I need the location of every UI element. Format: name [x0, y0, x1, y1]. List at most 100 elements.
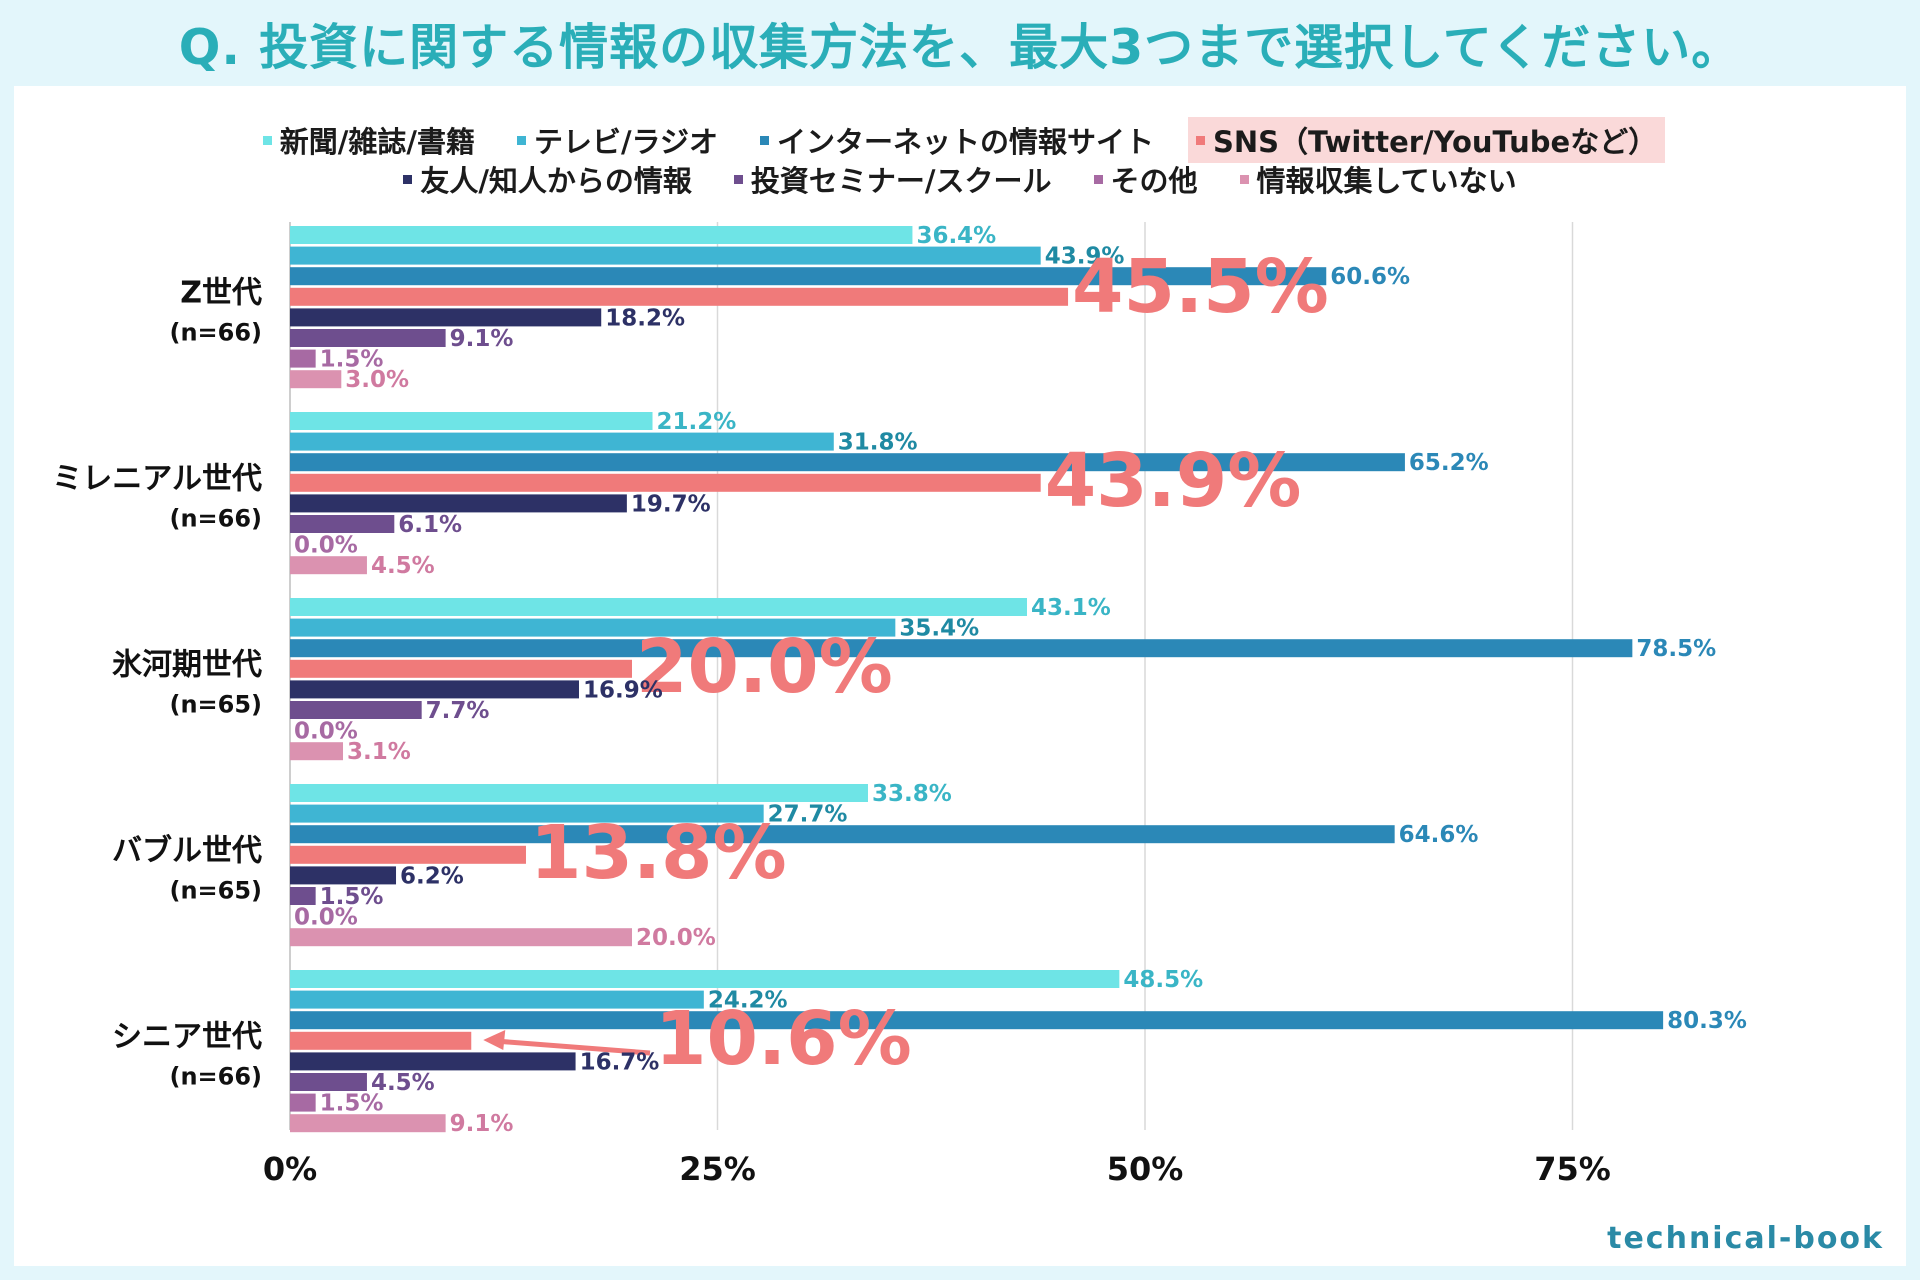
- value-label: 24.2%: [708, 988, 788, 1014]
- legend-label: 情報収集していない: [1256, 164, 1517, 198]
- value-label: 16.7%: [580, 1049, 660, 1075]
- category-label: シニア世代: [112, 1019, 262, 1054]
- bar-1: [290, 618, 896, 637]
- value-label: 1.5%: [320, 347, 384, 373]
- category-label: ミレニアル世代: [52, 461, 262, 496]
- bar-0: [290, 970, 1120, 988]
- legend-swatch: [1239, 174, 1249, 184]
- value-label: 6.1%: [398, 512, 462, 538]
- legend-swatch: [1195, 135, 1205, 145]
- legend-swatch: [262, 135, 272, 145]
- bar-7: [290, 928, 632, 947]
- legend-swatch: [1093, 174, 1103, 184]
- technical-book-logo: technical-book: [1607, 1221, 1884, 1256]
- value-label: 36.4%: [916, 223, 996, 249]
- bar-7: [290, 742, 344, 761]
- legend-label: その他: [1110, 164, 1198, 198]
- value-label: 18.2%: [605, 305, 685, 331]
- sns-big-label: 13.8%: [530, 810, 787, 896]
- value-label: 16.9%: [583, 677, 663, 703]
- x-tick-label: 75%: [1534, 1150, 1611, 1188]
- legend-item-5: 投資セミナー/スクール: [726, 156, 1060, 202]
- legend-swatch: [516, 135, 526, 145]
- legend-item-3: SNS（Twitter/YouTubeなど）: [1187, 117, 1666, 163]
- legend-item-1: テレビ/ラジオ: [509, 117, 726, 163]
- category-n-label: (n=65): [169, 876, 262, 904]
- value-label: 31.8%: [838, 430, 918, 456]
- value-label: 9.1%: [450, 1111, 514, 1137]
- sns-big-label: 20.0%: [636, 624, 893, 710]
- value-label: 48.5%: [1123, 967, 1203, 993]
- sns-big-label: 10.6%: [655, 996, 912, 1082]
- legend-item-2: インターネットの情報サイト: [752, 117, 1162, 163]
- category-label: 氷河期世代: [112, 647, 262, 682]
- value-label: 21.2%: [657, 409, 737, 435]
- x-tick-label: 0%: [263, 1150, 317, 1188]
- value-label: 3.1%: [347, 739, 411, 765]
- value-label: 3.0%: [345, 367, 409, 393]
- value-label: 19.7%: [631, 491, 711, 517]
- value-label: 6.2%: [400, 863, 464, 889]
- bar-6: [290, 1093, 316, 1112]
- value-label: 4.5%: [371, 553, 435, 579]
- value-label: 35.4%: [899, 616, 979, 642]
- sns-big-label: 43.9%: [1045, 438, 1302, 524]
- bar-5: [290, 329, 446, 347]
- bar-2: [290, 825, 1395, 844]
- bar-1: [290, 432, 834, 451]
- value-label: 80.3%: [1667, 1008, 1747, 1034]
- value-label: 1.5%: [320, 884, 384, 910]
- bar-3: [290, 287, 1069, 306]
- bar-7: [290, 556, 367, 575]
- bar-2: [290, 267, 1327, 286]
- bar-1: [290, 990, 704, 1009]
- bar-6: [290, 349, 316, 368]
- bar-4: [290, 308, 602, 327]
- legend-label: SNS（Twitter/YouTubeなど）: [1212, 125, 1658, 159]
- legend-label: テレビ/ラジオ: [533, 125, 718, 159]
- value-label: 9.1%: [450, 326, 514, 352]
- bar-5: [290, 701, 422, 719]
- bar-0: [290, 412, 653, 430]
- value-label: 43.1%: [1031, 595, 1111, 621]
- legend-row-2: 友人/知人からの情報 投資セミナー/スクール その他 情報収集していない: [0, 156, 1920, 202]
- bar-2: [290, 639, 1633, 658]
- value-label: 4.5%: [371, 1070, 435, 1096]
- x-tick-label: 50%: [1107, 1150, 1184, 1188]
- legend-item-7: 情報収集していない: [1232, 156, 1525, 202]
- legend-label: インターネットの情報サイト: [776, 125, 1154, 159]
- sns-big-label: 45.5%: [1072, 244, 1329, 330]
- bar-7: [290, 1114, 446, 1133]
- x-tick-label: 25%: [679, 1150, 756, 1188]
- value-label: 65.2%: [1409, 450, 1489, 476]
- legend-swatch: [733, 174, 743, 184]
- bar-4: [290, 494, 627, 513]
- legend-swatch: [759, 135, 769, 145]
- category-n-label: (n=65): [169, 690, 262, 718]
- bar-5: [290, 515, 395, 533]
- value-label: 33.8%: [872, 781, 952, 807]
- bar-0: [290, 226, 913, 244]
- bar-3: [290, 473, 1041, 492]
- bar-4: [290, 866, 397, 885]
- value-label: 0.0%: [294, 905, 358, 931]
- value-label: 0.0%: [294, 719, 358, 745]
- bar-5: [290, 1073, 367, 1091]
- bar-1: [290, 804, 764, 823]
- category-n-label: (n=66): [169, 1062, 262, 1090]
- bar-3: [290, 659, 632, 678]
- bar-4: [290, 1052, 576, 1071]
- legend-item-4: 友人/知人からの情報: [395, 156, 700, 202]
- bar-2: [290, 1011, 1664, 1030]
- category-label: バブル世代: [112, 833, 262, 868]
- category-label: Z世代: [180, 275, 262, 310]
- sns-arrow-head: [483, 1030, 506, 1050]
- bar-0: [290, 784, 868, 802]
- bar-7: [290, 370, 342, 389]
- value-label: 43.9%: [1045, 244, 1125, 270]
- value-label: 1.5%: [320, 1091, 384, 1117]
- bar-4: [290, 680, 579, 699]
- bar-3: [290, 1031, 472, 1050]
- bar-2: [290, 453, 1405, 472]
